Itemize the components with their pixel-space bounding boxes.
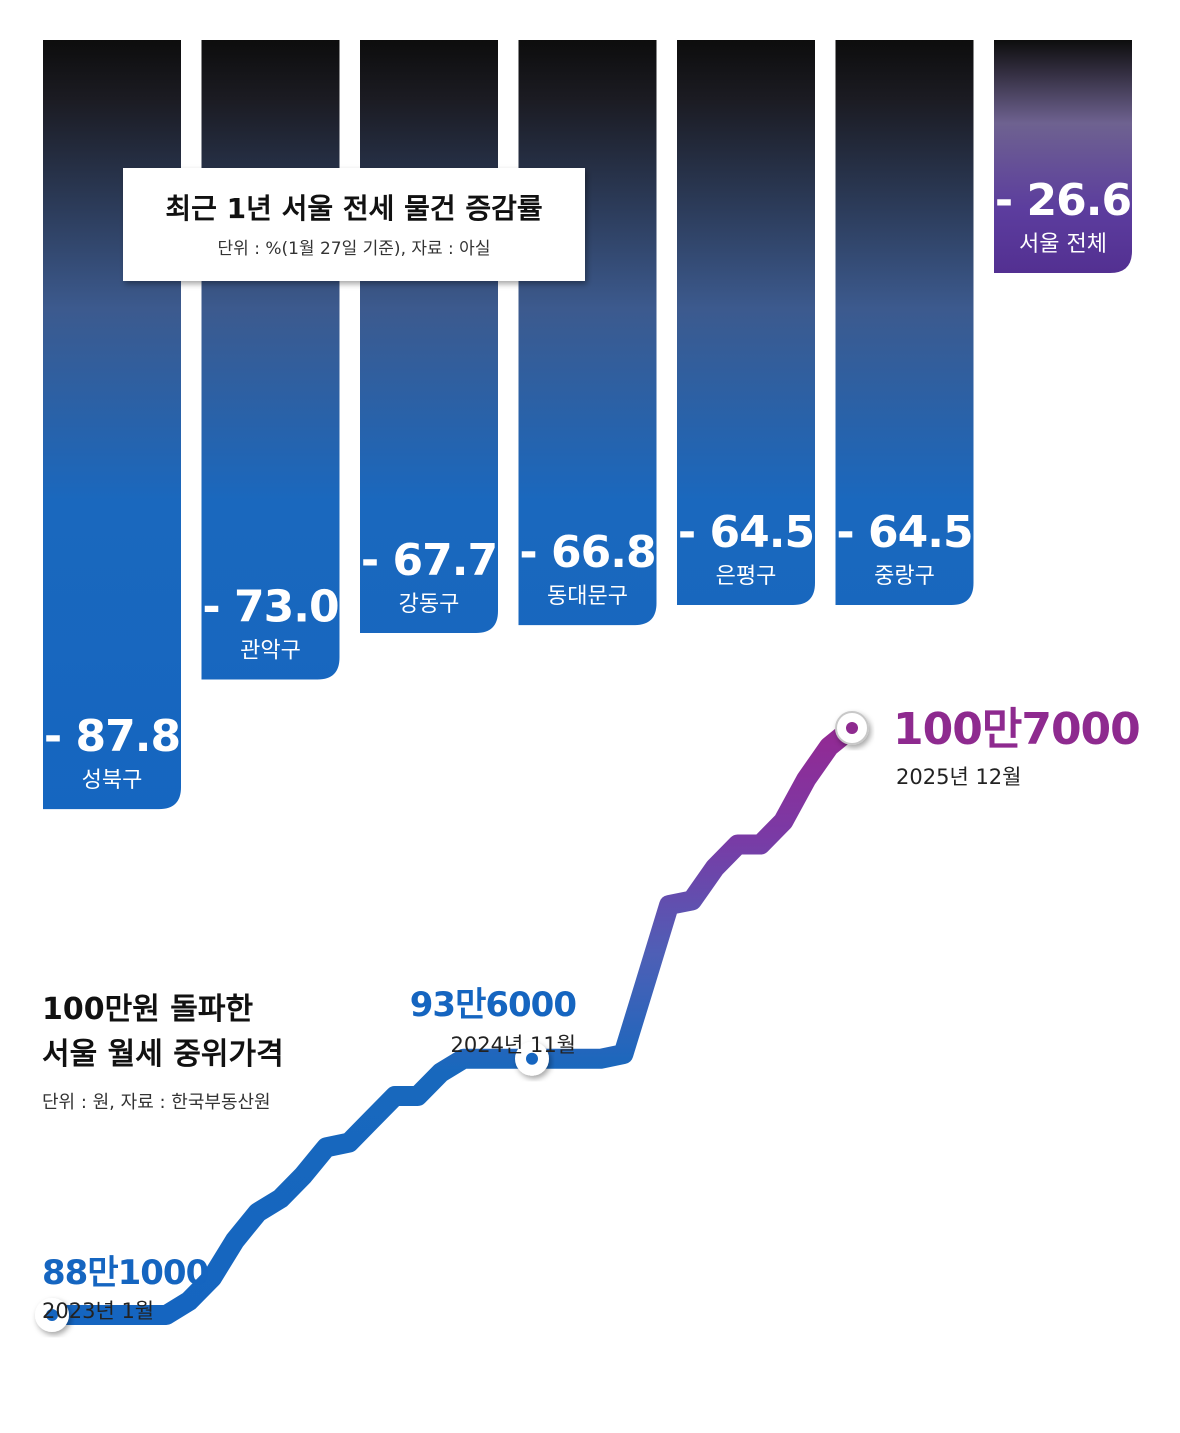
- bar-value-label: - 64.5: [836, 507, 972, 558]
- bar-category-label: 관악구: [240, 638, 301, 663]
- bar-chart-subtitle: 단위 : %(1월 27일 기준), 자료 : 아실: [218, 239, 491, 259]
- bar-value-label: - 66.8: [519, 527, 655, 578]
- bar-6: [835, 40, 974, 606]
- line-chart: 88만1000 2023년 1월 93만6000 2024년 11월 100만7000 2…: [35, 704, 1141, 1332]
- point-marker-dot: [846, 722, 858, 734]
- bar-value-label: - 87.8: [44, 711, 180, 762]
- bar-category-label: 중랑구: [874, 564, 935, 589]
- bar-category-label: 서울 전체: [1019, 232, 1107, 257]
- bar-category-label: 동대문구: [547, 584, 628, 609]
- point-value-label: 88만1000: [42, 1253, 209, 1293]
- line-chart-subtitle: 단위 : 원, 자료 : 한국부동산원: [42, 1092, 271, 1113]
- bar-value-label: - 26.6: [995, 175, 1131, 226]
- bar-category-label: 성북구: [82, 768, 143, 793]
- bar-1: [43, 40, 181, 810]
- bar-value-label: - 73.0: [202, 581, 338, 632]
- title-box-background: [123, 168, 585, 281]
- point-date-label: 2025년 12월: [896, 765, 1021, 789]
- line-chart-title-line-2: 서울 월세 중위가격: [42, 1037, 284, 1072]
- bar-seoul-total: [994, 40, 1132, 274]
- bar-5: [677, 40, 815, 606]
- bar-value-label: - 64.5: [678, 507, 814, 558]
- bar-value-label: - 67.7: [361, 535, 497, 586]
- point-value-label: 100만7000: [893, 704, 1140, 755]
- point-date-label: 2024년 11월: [451, 1033, 576, 1057]
- bar-chart-title-box: 최근 1년 서울 전세 물건 증감률 단위 : %(1월 27일 기준), 자료…: [123, 168, 585, 281]
- price-line: [42, 718, 862, 1325]
- point-date-label: 2023년 1월: [42, 1299, 154, 1323]
- bar-category-label: 강동구: [399, 592, 460, 617]
- line-chart-title-line-1: 100만원 돌파한: [42, 992, 253, 1027]
- point-marker-dot: [46, 1309, 58, 1321]
- point-marker-dot: [526, 1052, 538, 1065]
- point-value-label: 93만6000: [410, 985, 577, 1025]
- line-chart-title: 100만원 돌파한 서울 월세 중위가격 단위 : 원, 자료 : 한국부동산원: [42, 992, 284, 1113]
- bar-chart-title: 최근 1년 서울 전세 물건 증감률: [165, 192, 542, 225]
- bar-chart: - 87.8 성북구 - 73.0 관악구 - 67.7 강동구 - 66.8 동대문구 - 6…: [43, 40, 1132, 810]
- bar-category-label: 은평구: [716, 564, 777, 589]
